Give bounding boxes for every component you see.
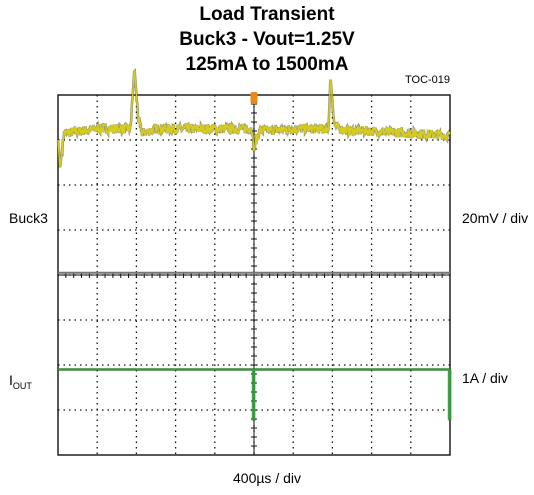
trigger-position-icon xyxy=(250,92,258,104)
iout-current-trace xyxy=(58,368,451,420)
channel2-label: IOUT xyxy=(9,372,32,391)
figure-id: TOC-019 xyxy=(405,74,451,86)
channel1-scale: 20mV / div xyxy=(462,210,529,226)
buck3-voltage-trace xyxy=(57,69,451,168)
chart-title-line1: Load Transient xyxy=(199,4,335,25)
channel2-label-sub: OUT xyxy=(12,380,32,391)
time-scale: 400µs / div xyxy=(233,470,301,486)
trigger-marker xyxy=(250,92,258,104)
chart-title-line3: 125mA to 1500mA xyxy=(185,54,349,75)
chart-title-line2: Buck3 - Vout=1.25V xyxy=(179,29,355,50)
channel1-label: Buck3 xyxy=(9,210,48,226)
channel2-scale: 1A / div xyxy=(462,370,508,386)
channel2-label-main: I xyxy=(9,372,13,388)
traces xyxy=(56,67,452,421)
